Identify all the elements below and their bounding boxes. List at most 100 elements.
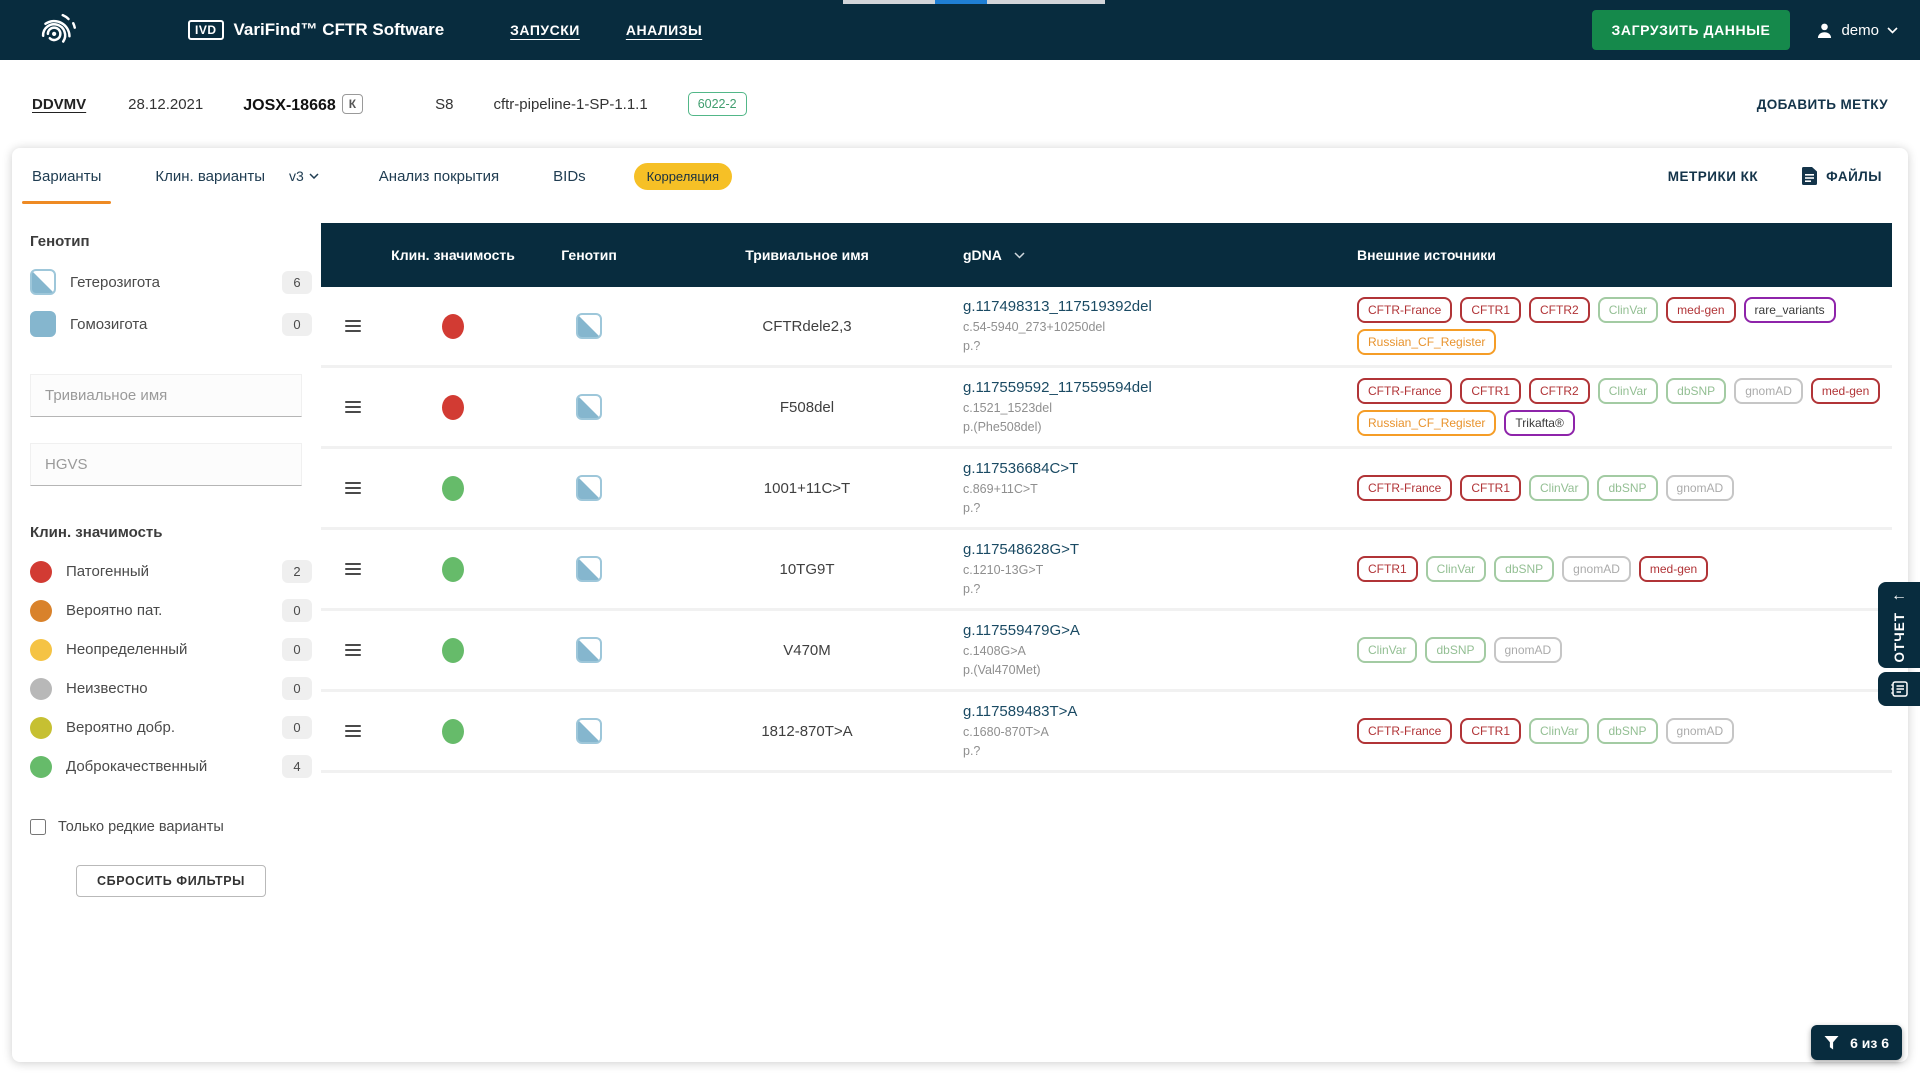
- tab-variants[interactable]: Варианты: [21, 148, 112, 204]
- column-gdna-sort[interactable]: gDNA: [963, 247, 1025, 263]
- column-genotype: Генотип: [561, 247, 617, 263]
- report-panel-toggle[interactable]: ← ОТЧЕТ: [1878, 582, 1920, 668]
- source-badge[interactable]: CFTR-France: [1357, 475, 1453, 501]
- source-badge[interactable]: med-gen: [1666, 297, 1736, 323]
- heterozygote-icon: [576, 718, 602, 744]
- drag-handle-icon[interactable]: [341, 640, 365, 660]
- filters-sidebar: Генотип Гетерозигота 6 Гомозигота 0 Клин…: [30, 233, 312, 897]
- source-badge[interactable]: Russian_CF_Register: [1357, 329, 1497, 355]
- rare-variants-checkbox[interactable]: [30, 819, 46, 835]
- user-menu[interactable]: demo: [1816, 22, 1898, 39]
- filter-likely-benign[interactable]: Вероятно добр. 0: [30, 711, 312, 744]
- significance-dot: [442, 556, 464, 582]
- run-code-link[interactable]: DDVMV: [32, 95, 87, 113]
- source-badge[interactable]: ClinVar: [1529, 718, 1590, 744]
- nav-runs-link[interactable]: ЗАПУСКИ: [510, 22, 580, 38]
- count-badge: 0: [282, 677, 312, 700]
- source-badge[interactable]: CFTR1: [1460, 475, 1522, 501]
- source-badge[interactable]: CFTR1: [1460, 718, 1522, 744]
- source-badge[interactable]: gnomAD: [1665, 718, 1735, 744]
- count-badge: 0: [282, 638, 312, 661]
- source-badge[interactable]: CFTR-France: [1357, 378, 1453, 404]
- source-badge[interactable]: CFTR1: [1460, 378, 1522, 404]
- source-badge[interactable]: Russian_CF_Register: [1357, 410, 1497, 436]
- sample-flag-badge: К: [341, 93, 364, 114]
- tab-coverage-analysis[interactable]: Анализ покрытия: [378, 167, 500, 185]
- source-badge[interactable]: Trikafta®: [1504, 410, 1575, 436]
- reset-filters-button[interactable]: СБРОСИТЬ ФИЛЬТРЫ: [76, 865, 266, 897]
- source-badges: ClinVar dbSNP gnomAD: [1357, 637, 1563, 663]
- source-badge[interactable]: gnomAD: [1734, 378, 1803, 404]
- report-panel-label: ОТЧЕТ: [1891, 611, 1907, 663]
- gdna-link[interactable]: g.117559592_117559594del: [963, 379, 1152, 397]
- source-badge[interactable]: dbSNP: [1597, 475, 1658, 501]
- cdna-notation: c.1521_1523del: [963, 401, 1052, 416]
- source-badge[interactable]: med-gen: [1638, 556, 1709, 582]
- trivial-name-input[interactable]: [30, 374, 302, 417]
- report-icon-button[interactable]: [1878, 672, 1920, 706]
- source-badge[interactable]: CFTR1: [1460, 297, 1522, 323]
- filter-heterozygote[interactable]: Гетерозигота 6: [30, 264, 312, 300]
- user-name: demo: [1841, 21, 1879, 39]
- drag-handle-icon[interactable]: [341, 316, 365, 336]
- hgvs-input[interactable]: [30, 443, 302, 486]
- files-link[interactable]: ФАЙЛЫ: [1802, 167, 1882, 185]
- nav-analyses-link[interactable]: АНАЛИЗЫ: [625, 22, 703, 38]
- significance-dot: [442, 394, 464, 420]
- filter-benign[interactable]: Доброкачественный 4: [30, 750, 312, 783]
- table-body: CFTRdele2,3 g.117498313_117519392del c.54-…: [321, 287, 1892, 773]
- filter-unknown[interactable]: Неизвестно 0: [30, 672, 312, 705]
- horizontal-scrollbar-track[interactable]: [843, 0, 1105, 4]
- source-badge[interactable]: rare_variants: [1743, 297, 1836, 323]
- drag-handle-icon[interactable]: [341, 478, 365, 498]
- source-badge[interactable]: gnomAD: [1493, 637, 1563, 663]
- source-badge[interactable]: CFTR1: [1357, 556, 1418, 582]
- source-badge[interactable]: ClinVar: [1529, 475, 1590, 501]
- benign-dot-icon: [30, 755, 52, 778]
- source-badge[interactable]: CFTR2: [1529, 378, 1590, 404]
- horizontal-scrollbar-thumb[interactable]: [935, 0, 987, 4]
- source-badge[interactable]: CFTR2: [1529, 297, 1590, 323]
- gdna-link[interactable]: g.117536684C>T: [963, 460, 1079, 478]
- source-badge[interactable]: ClinVar: [1597, 297, 1659, 323]
- source-badge[interactable]: ClinVar: [1597, 378, 1659, 404]
- gdna-link[interactable]: g.117589483T>A: [963, 703, 1078, 721]
- add-label-button[interactable]: ДОБАВИТЬ МЕТКУ: [1756, 96, 1888, 112]
- kit-badge: 6022-2: [687, 92, 747, 116]
- protein-notation: p.?: [963, 743, 981, 758]
- source-badge[interactable]: ClinVar: [1357, 637, 1418, 663]
- top-bar: IVD VariFind™ CFTR Software ЗАПУСКИ АНАЛ…: [0, 0, 1920, 60]
- gdna-link[interactable]: g.117559479G>A: [963, 622, 1080, 640]
- source-badge[interactable]: dbSNP: [1597, 718, 1658, 744]
- drag-handle-icon[interactable]: [341, 721, 365, 741]
- filter-homozygote[interactable]: Гомозигота 0: [30, 306, 312, 342]
- drag-handle-icon[interactable]: [341, 397, 365, 417]
- filter-likely-pathogenic[interactable]: Вероятно пат. 0: [30, 594, 312, 627]
- filter-uncertain[interactable]: Неопределенный 0: [30, 633, 312, 666]
- source-badge[interactable]: ClinVar: [1425, 556, 1487, 582]
- column-trivial-name: Тривиальное имя: [745, 247, 869, 263]
- source-badge[interactable]: dbSNP: [1666, 378, 1727, 404]
- heterozygote-icon: [576, 556, 602, 582]
- version-selector[interactable]: v3: [289, 168, 319, 184]
- significance-section-title: Клин. значимость: [30, 524, 163, 541]
- source-badge[interactable]: med-gen: [1810, 378, 1881, 404]
- tab-clinical-variants[interactable]: Клин. варианты: [155, 167, 265, 185]
- qc-metrics-link[interactable]: МЕТРИКИ КК: [1667, 168, 1759, 184]
- source-badge[interactable]: dbSNP: [1425, 637, 1486, 663]
- document-icon: [1802, 167, 1818, 185]
- drag-handle-icon[interactable]: [341, 559, 365, 579]
- source-badge[interactable]: CFTR-France: [1357, 718, 1453, 744]
- tab-bids[interactable]: BIDs: [553, 167, 586, 185]
- significance-dot: [442, 637, 464, 663]
- source-badge[interactable]: gnomAD: [1562, 556, 1631, 582]
- source-badge[interactable]: dbSNP: [1494, 556, 1555, 582]
- gdna-link[interactable]: g.117548628G>T: [963, 541, 1080, 559]
- correlation-badge[interactable]: Корреляция: [633, 162, 733, 190]
- source-badge[interactable]: CFTR-France: [1357, 297, 1453, 323]
- gdna-link[interactable]: g.117498313_117519392del: [963, 298, 1152, 316]
- filter-pathogenic[interactable]: Патогенный 2: [30, 555, 312, 588]
- upload-data-button[interactable]: ЗАГРУЗИТЬ ДАННЫЕ: [1591, 10, 1791, 50]
- filter-count-chip[interactable]: 6 из 6: [1811, 1025, 1902, 1060]
- source-badge[interactable]: gnomAD: [1665, 475, 1735, 501]
